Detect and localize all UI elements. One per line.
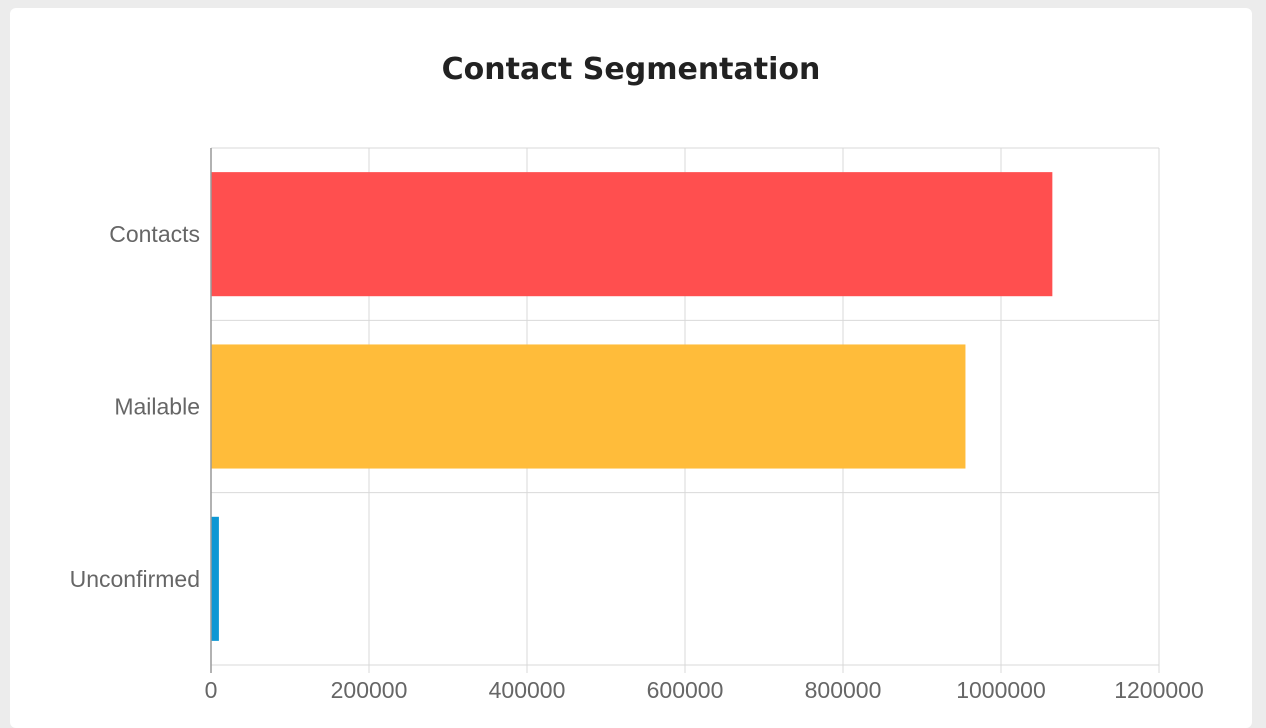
bar-mailable [211, 344, 966, 469]
x-tick-label: 800000 [805, 677, 882, 703]
category-label: Unconfirmed [70, 566, 200, 592]
category-label: Mailable [114, 394, 200, 420]
chart-title: Contact Segmentation [441, 52, 821, 87]
x-tick-label: 200000 [331, 677, 408, 703]
bar-unconfirmed [211, 516, 219, 641]
x-tick-label: 1200000 [1114, 677, 1204, 703]
x-tick-label: 600000 [647, 677, 724, 703]
bar-chart: 0 200000 400000 600000 800000 1000000 1200000 C… [70, 147, 1204, 703]
x-tick-label: 1000000 [956, 677, 1046, 703]
x-tick-label: 0 [205, 677, 218, 703]
bars [211, 172, 1053, 641]
labels: 0 200000 400000 600000 800000 1000000 1200000 C… [70, 221, 1204, 703]
bar-contacts [211, 172, 1053, 297]
category-label: Contacts [109, 221, 200, 247]
x-tick-label: 400000 [489, 677, 566, 703]
